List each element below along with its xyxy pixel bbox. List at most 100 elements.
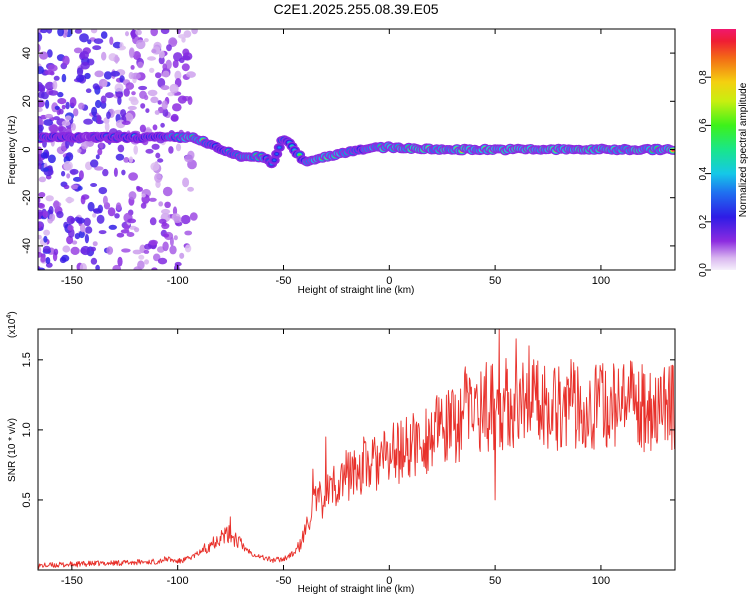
spectrogram-noise-cell bbox=[79, 224, 86, 233]
spectrogram-noise-cell bbox=[42, 210, 49, 219]
spectrogram-noise-cell bbox=[110, 70, 120, 77]
spectrogram-noise-cell bbox=[128, 156, 134, 163]
spectrogram-noise-cell bbox=[38, 107, 43, 113]
spectrogram-noise-cell bbox=[144, 243, 152, 250]
spectrogram-noise-cell bbox=[151, 267, 158, 270]
spectrogram-noise-cell bbox=[109, 36, 114, 45]
spectrogram-noise-cell bbox=[65, 115, 72, 121]
spectrogram-noise-cell bbox=[137, 260, 145, 270]
spectrogram-noise-cell bbox=[40, 88, 45, 93]
spectrogram-noise-cell bbox=[177, 34, 188, 39]
spectrogram-noise-cell bbox=[94, 70, 104, 78]
spectrogram-noise-cell bbox=[61, 120, 71, 127]
spectrogram-noise-cell bbox=[115, 153, 125, 161]
spectrogram-noise-cell bbox=[100, 95, 107, 104]
snr-series-line bbox=[38, 329, 675, 570]
spectrogram-noise-cell bbox=[44, 70, 54, 75]
spectrogram-noise-cell bbox=[38, 234, 42, 240]
spectrogram-noise-cell bbox=[134, 227, 140, 233]
spectrogram-noise-cell bbox=[78, 230, 85, 239]
spectrogram-noise-cell bbox=[43, 167, 49, 172]
spectrogram-noise-cell bbox=[63, 184, 70, 190]
spectrogram-noise-cell bbox=[84, 234, 89, 244]
spectrogram-noise-cell bbox=[140, 202, 147, 209]
spectrogram-noise-cell bbox=[47, 64, 58, 72]
spectrogram-noise-cell bbox=[139, 124, 146, 133]
spectrogram-noise-cell bbox=[76, 67, 84, 77]
spectrogram-x-tick-label: 0 bbox=[386, 275, 392, 287]
spectrogram-noise-cell bbox=[177, 95, 187, 104]
spectrogram-noise-cell bbox=[57, 91, 64, 98]
spectrogram-noise-cell bbox=[65, 197, 75, 203]
spectrogram-noise-cell bbox=[132, 51, 141, 60]
spectrogram-noise-cell bbox=[117, 256, 123, 267]
spectrogram-noise-cell bbox=[191, 29, 198, 35]
spectrogram-noise-cell bbox=[162, 108, 169, 117]
spectrogram-noise-cell bbox=[175, 143, 182, 152]
spectrogram-noise-cell bbox=[65, 101, 70, 110]
spectrogram-noise-cell bbox=[99, 142, 104, 149]
spectrogram-noise-cell bbox=[153, 253, 161, 262]
spectrogram-noise-cell bbox=[38, 66, 44, 75]
spectrogram-noise-cell bbox=[40, 29, 48, 34]
spectrogram-noise-cell bbox=[38, 203, 45, 209]
spectrogram-noise-cell bbox=[128, 96, 138, 102]
spectrogram-noise-cell bbox=[38, 267, 46, 270]
colorbar-tick-label: 0.2 bbox=[698, 214, 709, 228]
snr-multiplier-close: ) bbox=[7, 311, 18, 314]
spectrogram-noise-cell bbox=[187, 186, 195, 192]
spectrogram-noise-cell bbox=[133, 145, 138, 155]
spectrogram-noise-cell bbox=[125, 31, 129, 37]
spectrogram-noise-cell bbox=[70, 123, 76, 131]
spectrogram-noise-cell bbox=[38, 223, 42, 229]
spectrogram-noise-cell bbox=[67, 224, 74, 231]
spectrogram-noise-cell bbox=[90, 257, 98, 265]
spectrogram-noise-cell bbox=[115, 202, 122, 211]
spectrogram-noise-cell bbox=[181, 63, 190, 72]
spectrogram-noise-cell bbox=[128, 72, 134, 80]
spectrogram-noise-cell bbox=[92, 213, 97, 218]
spectrogram-noise-cell bbox=[181, 55, 191, 61]
snr-y-label: SNR (10 * v/v) bbox=[7, 418, 18, 482]
snr-x-tick-label: 50 bbox=[489, 575, 501, 587]
spectrogram-x-tick-label: 50 bbox=[489, 275, 501, 287]
spectrogram-noise-cell bbox=[83, 118, 93, 125]
spectrogram-noise-cell bbox=[38, 99, 45, 108]
spectrogram-noise-cell bbox=[125, 82, 135, 90]
spectrogram-noise-cell bbox=[80, 245, 91, 256]
spectrogram-noise-cell bbox=[43, 119, 54, 126]
spectrogram-noise-cell bbox=[38, 124, 44, 132]
spectrogram-noise-cell bbox=[151, 49, 157, 54]
spectrogram-noise-cell bbox=[61, 73, 67, 83]
spectrogram-noise-cell bbox=[43, 229, 50, 236]
spectrogram-noise-cell bbox=[121, 169, 126, 176]
spectrogram-noise-cell bbox=[61, 104, 66, 110]
spectrogram-noise-cell bbox=[158, 50, 165, 59]
spectrogram-noise-cell bbox=[114, 213, 120, 219]
spectrogram-noise-cell bbox=[38, 176, 47, 183]
spectrogram-noise-cell bbox=[38, 196, 41, 204]
spectrogram-noise-cell bbox=[69, 168, 79, 175]
snr-y-tick-label: 0.5 bbox=[21, 492, 33, 507]
spectrogram-noise-cell bbox=[148, 239, 158, 246]
spectrogram-noise-cell bbox=[38, 32, 43, 42]
spectrogram-noise-cell bbox=[40, 255, 46, 263]
spectrogram-noise-cell bbox=[93, 38, 104, 44]
spectrogram-noise-cell bbox=[158, 218, 167, 224]
spectrogram-noise-cell bbox=[144, 259, 149, 265]
spectrogram-noise-cell bbox=[45, 257, 51, 264]
spectrogram-noise-cell bbox=[162, 70, 170, 78]
spectrogram-x-tick-label: -50 bbox=[276, 275, 292, 287]
spectrogram-noise-cell bbox=[158, 56, 165, 65]
spectrogram-noise-cell bbox=[95, 99, 102, 109]
spectrogram-noise-cell bbox=[42, 245, 51, 253]
spectrogram-noise-cell bbox=[74, 29, 82, 34]
spectrogram-x-tick-label: -150 bbox=[61, 275, 83, 287]
spectrogram-noise-cell bbox=[61, 170, 66, 177]
spectrogram-noise-cell bbox=[132, 249, 142, 255]
spectrogram-noise-cell bbox=[161, 222, 170, 230]
spectrogram-noise-cell bbox=[48, 206, 54, 215]
colorbar-tick-label: 0.4 bbox=[698, 166, 709, 180]
spectrogram-noise-cell bbox=[98, 187, 108, 195]
spectrogram-noise-cell bbox=[157, 257, 168, 265]
